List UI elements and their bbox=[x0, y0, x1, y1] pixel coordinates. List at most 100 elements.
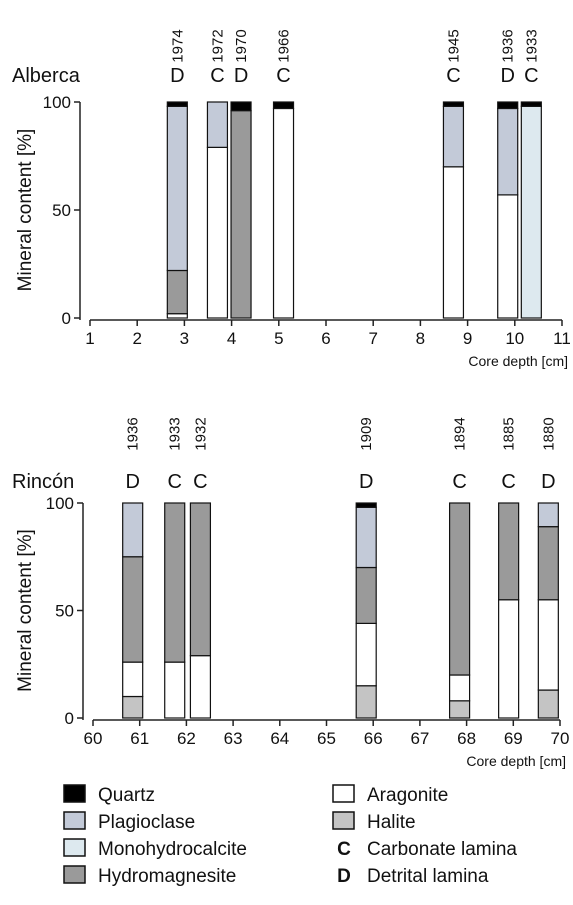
bar-segment-hydromagnesite bbox=[498, 502, 520, 601]
x-tick-label: 3 bbox=[180, 329, 189, 348]
bar-segment-hydromagnesite bbox=[537, 526, 559, 601]
y-axis-label: Mineral content [%] bbox=[15, 529, 36, 692]
bar-segment-hydromagnesite bbox=[189, 502, 212, 657]
bar-segment-aragonite bbox=[164, 661, 186, 719]
sample-year: 1970 bbox=[233, 29, 250, 62]
lamina-letter: C bbox=[452, 471, 466, 493]
x-tick-label: 69 bbox=[504, 729, 523, 748]
lamina-letter: C bbox=[501, 471, 515, 493]
bar-segment-aragonite bbox=[166, 313, 188, 319]
legend-swatch-halite bbox=[332, 811, 355, 830]
bar-segment-halite bbox=[355, 685, 377, 719]
bar-segment-quartz bbox=[272, 101, 295, 110]
x-tick-label: 6 bbox=[321, 329, 330, 348]
sample-year: 1933 bbox=[523, 29, 540, 62]
x-tick-label: 7 bbox=[368, 329, 377, 348]
bar-segment-hydromagnesite bbox=[122, 556, 144, 663]
bar-segment-aragonite bbox=[122, 661, 144, 698]
lamina-letter: D bbox=[541, 471, 555, 493]
bar-segment-plagioclase bbox=[497, 107, 519, 196]
bar-segment-quartz bbox=[166, 101, 188, 107]
bar-segment-hydromagnesite bbox=[166, 269, 188, 315]
site-label: Rincón bbox=[12, 471, 74, 493]
x-tick-label: 67 bbox=[410, 729, 429, 748]
lamina-letter: D bbox=[170, 65, 184, 87]
x-tick-label: 10 bbox=[505, 329, 524, 348]
legend-swatch-hydromagnesite bbox=[63, 865, 86, 884]
lamina-letter: C bbox=[167, 471, 181, 493]
sample-year: 1974 bbox=[169, 29, 186, 62]
chart-panel-rincon: Rincón Mineral content [%] 0 50 100 60 61 62 63 6… bbox=[12, 417, 569, 769]
y-axis-label: Mineral content [%] bbox=[15, 129, 36, 292]
bar-segment-quartz bbox=[230, 101, 252, 112]
bar-segment-plagioclase bbox=[442, 105, 465, 168]
x-axis-label: Core depth [cm] bbox=[466, 753, 566, 769]
bar-segment-aragonite bbox=[442, 166, 465, 319]
bar-segment-plagioclase bbox=[206, 101, 229, 148]
x-tick-label: 4 bbox=[227, 329, 236, 348]
bar-segment-plagioclase bbox=[166, 105, 188, 272]
sample-year: 1966 bbox=[276, 29, 293, 62]
bar-segment-hydromagnesite bbox=[230, 110, 252, 319]
lamina-letter: C bbox=[446, 65, 460, 87]
sample-year: 1972 bbox=[209, 29, 226, 62]
bar-segment-hydromagnesite bbox=[448, 502, 471, 676]
x-tick-label: 61 bbox=[130, 729, 149, 748]
legend-swatch-quartz bbox=[63, 784, 86, 803]
x-tick-label: 62 bbox=[177, 729, 196, 748]
legend-label-quartz: Quartz bbox=[98, 785, 155, 806]
x-tick-label: 66 bbox=[364, 729, 383, 748]
lamina-letter: C bbox=[210, 65, 224, 87]
bar-segment-halite bbox=[448, 700, 471, 719]
x-tick-label: 70 bbox=[551, 729, 570, 748]
sample-year: 1909 bbox=[358, 417, 375, 450]
legend-label-hydromagnesite: Hydromagnesite bbox=[98, 866, 236, 887]
lamina-letter: C bbox=[524, 65, 538, 87]
x-tick-label: 64 bbox=[270, 729, 289, 748]
bar-segment-aragonite bbox=[497, 194, 519, 319]
lamina-letter: C bbox=[276, 65, 290, 87]
lamina-letter: D bbox=[125, 471, 139, 493]
legend: Quartz Plagioclase Monohydrocalcite Hydroma… bbox=[63, 784, 517, 887]
x-tick-label: 68 bbox=[457, 729, 476, 748]
bar-segment-halite bbox=[122, 695, 144, 719]
x-tick-label: 5 bbox=[274, 329, 283, 348]
y-tick-label: 50 bbox=[52, 201, 71, 220]
bar-segment-aragonite bbox=[537, 599, 559, 691]
x-axis-label: Core depth [cm] bbox=[468, 353, 568, 369]
bar-segment-quartz bbox=[355, 502, 377, 508]
y-tick-label: 0 bbox=[62, 309, 71, 328]
x-tick-label: 9 bbox=[463, 329, 472, 348]
legend-lamina-symbol: C bbox=[337, 839, 351, 860]
bar-segment-quartz bbox=[497, 101, 519, 110]
y-tick-label: 50 bbox=[55, 602, 74, 621]
legend-label-monohydrocalcite: Monohydrocalcite bbox=[98, 839, 247, 860]
lamina-letter: D bbox=[359, 471, 373, 493]
legend-label-halite: Halite bbox=[367, 812, 416, 833]
x-tick-label: 60 bbox=[84, 729, 103, 748]
bar-segment-hydromagnesite bbox=[355, 566, 377, 625]
site-label: Alberca bbox=[12, 65, 81, 87]
lamina-letter: D bbox=[500, 65, 514, 87]
legend-lamina-label: Detrital lamina bbox=[367, 866, 489, 887]
y-tick-label: 100 bbox=[43, 93, 71, 112]
chart-panel-alberca: Alberca Mineral content [%] 0 50 100 1 2 3 4 5 6 7 8… bbox=[12, 29, 571, 369]
sample-year: 1936 bbox=[500, 29, 517, 62]
bar-segment-plagioclase bbox=[355, 506, 377, 569]
sample-year: 1885 bbox=[501, 417, 518, 450]
sample-year: 1932 bbox=[192, 417, 209, 450]
legend-swatch-plagioclase bbox=[63, 811, 86, 830]
lamina-letter: C bbox=[193, 471, 207, 493]
x-tick-label: 1 bbox=[85, 329, 94, 348]
bar-segment-aragonite bbox=[189, 655, 212, 719]
bar-segment-hydromagnesite bbox=[164, 502, 186, 663]
bar-segment-halite bbox=[537, 689, 559, 719]
bar-segment-aragonite bbox=[355, 622, 377, 687]
x-tick-label: 63 bbox=[224, 729, 243, 748]
lamina-letter: D bbox=[234, 65, 248, 87]
bar-segment-aragonite bbox=[206, 146, 229, 319]
x-tick-label: 8 bbox=[416, 329, 425, 348]
legend-swatch-aragonite bbox=[332, 784, 355, 803]
legend-swatch-monohydrocalcite bbox=[63, 838, 86, 857]
y-tick-label: 0 bbox=[65, 709, 74, 728]
